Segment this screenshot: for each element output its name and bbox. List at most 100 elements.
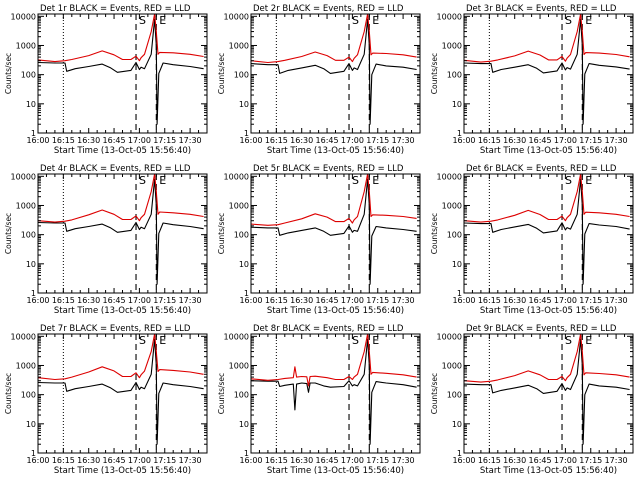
series-line-lld xyxy=(250,333,417,387)
x-tick-label: 16:30 xyxy=(77,296,100,305)
y-tick-label: 10000 xyxy=(224,332,249,341)
x-tick-label: 17:00 xyxy=(554,296,577,305)
marker-label-E: E xyxy=(585,174,592,187)
x-tick-label: 17:00 xyxy=(554,136,577,145)
plot-frame xyxy=(37,13,208,134)
y-tick-label: 1 xyxy=(244,129,249,138)
plot-frame xyxy=(250,13,421,134)
x-tick-label: 16:15 xyxy=(52,296,75,305)
y-tick-label: 1000 xyxy=(442,41,462,50)
y-tick-label: 10 xyxy=(26,420,36,429)
x-tick-label: 17:15 xyxy=(366,296,389,305)
y-tick-label: 1000 xyxy=(229,361,249,370)
x-tick-label: 17:30 xyxy=(179,136,202,145)
y-tick-label: 100 xyxy=(234,391,249,400)
y-tick-label: 1000 xyxy=(16,361,36,370)
x-tick-label: 16:00 xyxy=(239,296,262,305)
x-tick-label: 16:45 xyxy=(316,296,339,305)
x-tick-label: 16:45 xyxy=(103,296,126,305)
panel-title: Det 3r BLACK = Events, RED = LLD xyxy=(466,4,617,14)
x-tick-label: 16:45 xyxy=(316,136,339,145)
y-tick-label: 10 xyxy=(452,420,462,429)
series-line-lld xyxy=(250,13,417,64)
y-tick-label: 1 xyxy=(457,129,462,138)
x-tick-label: 17:30 xyxy=(605,456,628,465)
x-tick-label: 17:15 xyxy=(153,136,176,145)
marker-label-S: S xyxy=(352,174,359,187)
y-tick-label: 10000 xyxy=(11,12,36,21)
x-axis-label: Start Time (13-Oct-05 15:56:40) xyxy=(480,466,617,476)
x-tick-label: 16:00 xyxy=(239,136,262,145)
x-tick-label: 16:30 xyxy=(77,456,100,465)
x-tick-label: 16:00 xyxy=(452,296,475,305)
x-tick-label: 17:00 xyxy=(341,296,364,305)
y-tick-label: 10000 xyxy=(11,332,36,341)
x-tick-label: 16:30 xyxy=(503,136,526,145)
y-axis-label: Counts/sec xyxy=(430,53,439,94)
x-tick-label: 16:15 xyxy=(52,136,75,145)
x-tick-label: 17:00 xyxy=(128,456,151,465)
panel-title: Det 7r BLACK = Events, RED = LLD xyxy=(40,324,191,334)
y-axis-label: Counts/sec xyxy=(4,213,13,254)
y-tick-label: 1000 xyxy=(229,201,249,210)
panel-title: Det 5r BLACK = Events, RED = LLD xyxy=(253,164,404,174)
y-tick-label: 10 xyxy=(452,260,462,269)
marker-label-S: S xyxy=(139,174,146,187)
series-line-lld xyxy=(463,173,630,223)
x-tick-label: 17:30 xyxy=(179,296,202,305)
x-axis-label: Start Time (13-Oct-05 15:56:40) xyxy=(54,146,191,156)
x-axis-label: Start Time (13-Oct-05 15:56:40) xyxy=(267,146,404,156)
y-tick-label: 10000 xyxy=(437,332,462,341)
x-tick-label: 16:15 xyxy=(478,456,501,465)
y-axis-label: Counts/sec xyxy=(4,53,13,94)
x-axis-label: Start Time (13-Oct-05 15:56:40) xyxy=(480,306,617,316)
panel-title: Det 6r BLACK = Events, RED = LLD xyxy=(466,164,617,174)
series-line-events xyxy=(37,18,204,125)
marker-label-S: S xyxy=(565,14,572,27)
y-tick-label: 100 xyxy=(234,71,249,80)
x-tick-label: 16:00 xyxy=(26,296,49,305)
y-tick-label: 10000 xyxy=(11,172,36,181)
x-tick-label: 17:30 xyxy=(605,136,628,145)
marker-label-S: S xyxy=(352,334,359,347)
x-tick-label: 17:00 xyxy=(341,136,364,145)
x-tick-label: 17:30 xyxy=(605,296,628,305)
x-tick-label: 16:15 xyxy=(478,296,501,305)
x-tick-label: 16:45 xyxy=(103,136,126,145)
x-axis-label: Start Time (13-Oct-05 15:56:40) xyxy=(267,306,404,316)
y-tick-label: 10 xyxy=(26,100,36,109)
y-tick-label: 1000 xyxy=(16,41,36,50)
x-tick-label: 17:30 xyxy=(392,136,415,145)
x-axis-label: Start Time (13-Oct-05 15:56:40) xyxy=(480,146,617,156)
y-axis-label: Counts/sec xyxy=(4,373,13,414)
series-line-lld xyxy=(463,13,630,63)
plot-frame xyxy=(250,173,421,294)
x-tick-label: 16:15 xyxy=(478,136,501,145)
series-line-events xyxy=(37,178,204,285)
x-tick-label: 17:00 xyxy=(128,296,151,305)
y-tick-label: 100 xyxy=(234,231,249,240)
y-axis-label: Counts/sec xyxy=(430,213,439,254)
y-tick-label: 100 xyxy=(447,71,462,80)
x-tick-label: 17:00 xyxy=(341,456,364,465)
y-tick-label: 10000 xyxy=(224,12,249,21)
y-tick-label: 1000 xyxy=(16,201,36,210)
x-tick-label: 17:15 xyxy=(366,136,389,145)
x-tick-label: 16:00 xyxy=(239,456,262,465)
y-tick-label: 1 xyxy=(244,449,249,458)
x-tick-label: 16:45 xyxy=(529,136,552,145)
marker-label-S: S xyxy=(139,14,146,27)
y-tick-label: 10 xyxy=(239,420,249,429)
y-axis-label: Counts/sec xyxy=(217,213,226,254)
x-tick-label: 17:00 xyxy=(554,456,577,465)
series-line-events xyxy=(250,338,417,445)
marker-label-S: S xyxy=(565,174,572,187)
y-tick-label: 1 xyxy=(457,449,462,458)
series-line-lld xyxy=(37,173,204,223)
